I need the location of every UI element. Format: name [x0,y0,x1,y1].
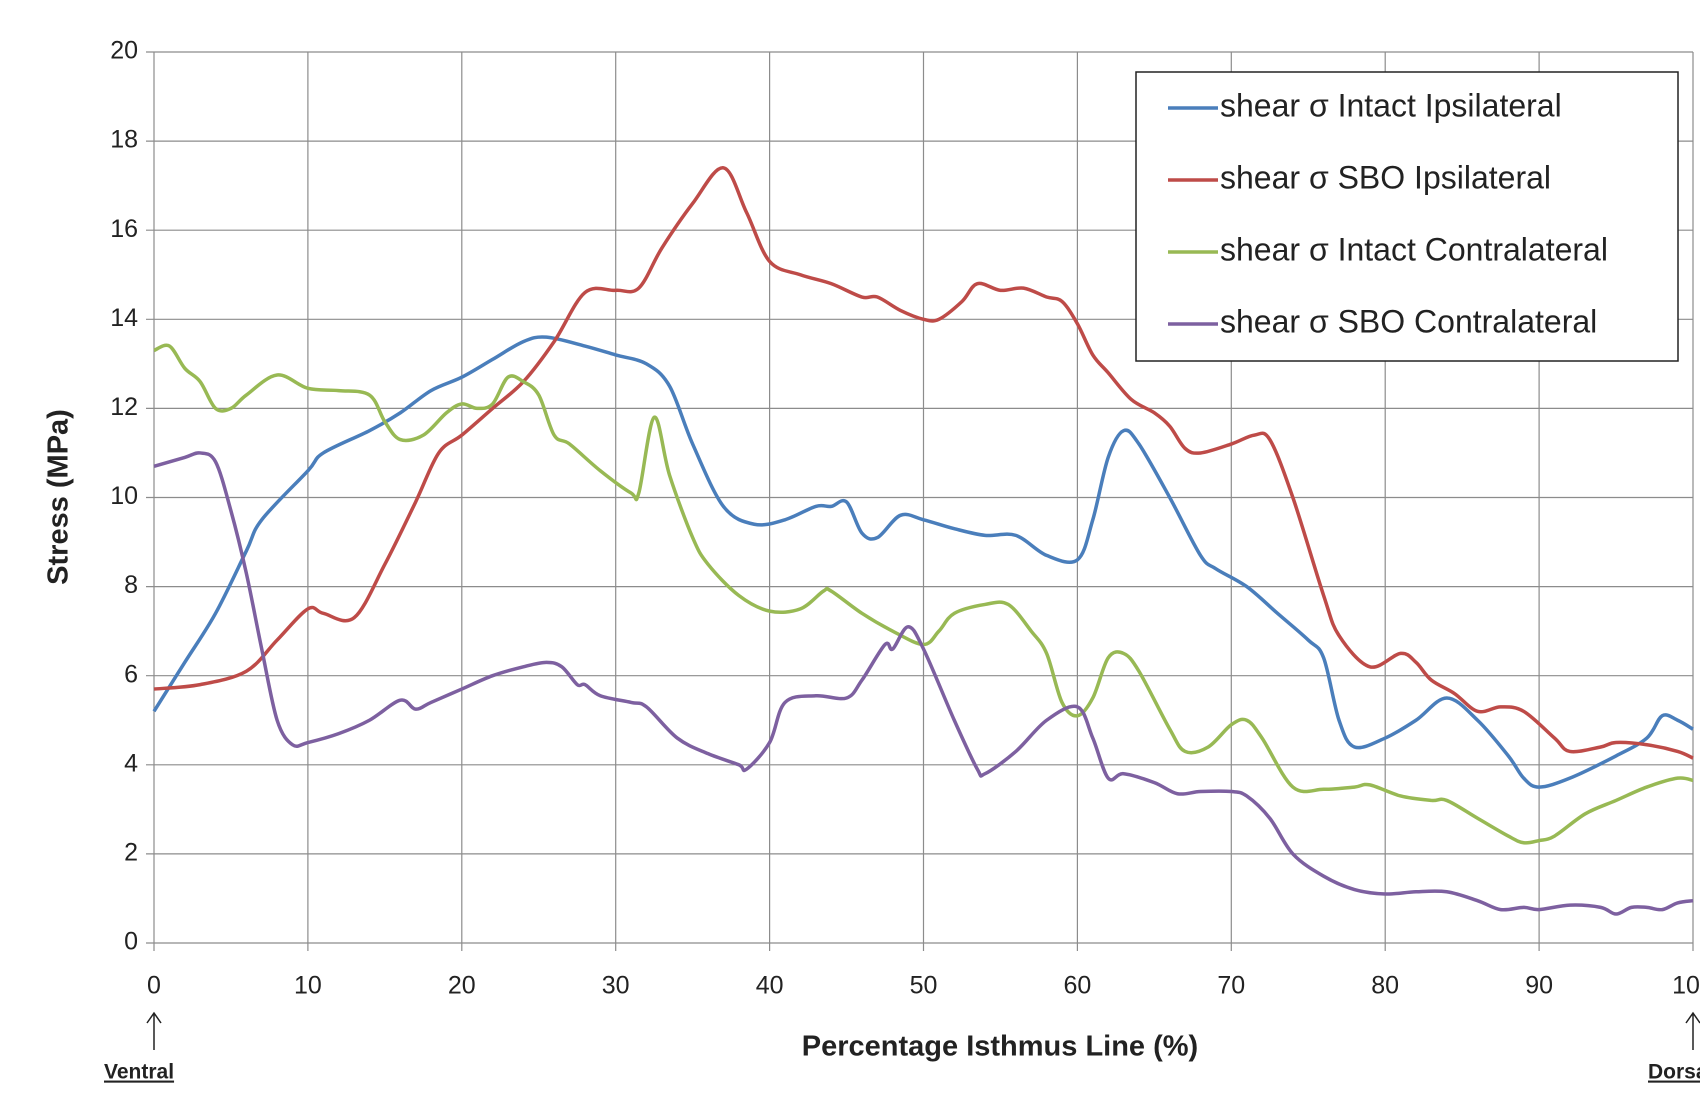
y-tick-label: 6 [124,660,138,688]
legend-box [1135,71,1679,362]
y-tick-label: 18 [110,126,138,154]
y-tick-label: 20 [110,37,138,65]
ventral-label: Ventral [104,1061,174,1084]
y-tick-label: 16 [110,215,138,243]
legend-label: shear σ Intact Contralateral [1220,231,1608,267]
x-tick-label: 30 [602,972,630,1000]
x-axis-label: Percentage Isthmus Line (%) [802,1031,1198,1063]
series-line [153,166,1694,760]
dorsal-arrow [1685,1011,1700,1050]
ventral-arrow [146,1011,162,1050]
y-tick-label: 14 [110,304,138,332]
y-tick-label: 12 [110,393,138,421]
x-tick-label: 90 [1525,972,1553,1000]
legend-label: shear σ Intact Ipsilateral [1220,87,1562,123]
x-tick-label: 60 [1063,972,1091,1000]
series-line [152,335,1694,789]
x-tick-label: 20 [448,972,476,1000]
legend-label: shear σ SBO Ipsilateral [1220,159,1551,195]
y-axis-label: Stress (MPa) [43,409,75,585]
arrows [146,1011,1700,1050]
x-tick-label: 70 [1217,972,1245,1000]
legend: shear σ Intact Ipsilateral shear σ SBO Ip… [1135,71,1679,362]
x-tick-label: 100 [1672,972,1700,1000]
y-tick-label: 4 [124,749,138,777]
x-tick-label: 0 [147,972,161,1000]
x-tick-label: 50 [910,972,938,1000]
legend-label: shear σ SBO Contralateral [1220,303,1597,339]
series-line [153,343,1694,845]
x-tick-label: 10 [294,972,322,1000]
x-tick-label: 80 [1371,972,1399,1000]
y-tick-label: 2 [124,839,138,867]
y-tick-label: 8 [124,571,138,599]
y-tick-label: 0 [124,928,138,956]
y-tick-label: 10 [110,482,138,510]
x-tick-label: 40 [756,972,784,1000]
dorsal-label: Dorsal [1648,1061,1700,1084]
series-line [153,451,1694,916]
